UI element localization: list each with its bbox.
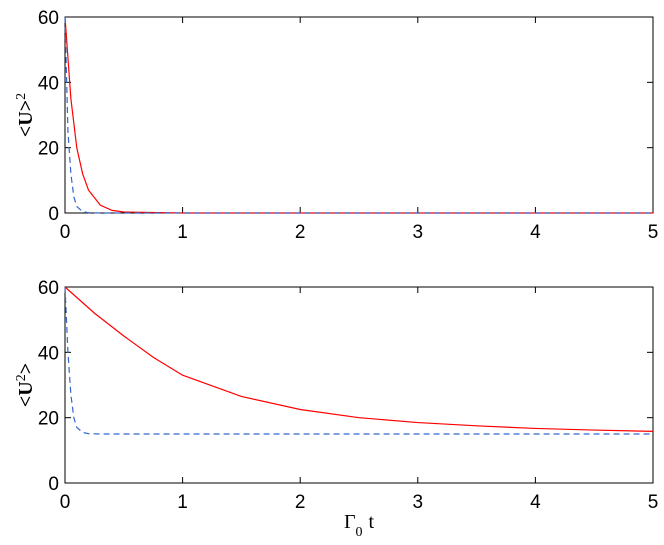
y-tick-label: 20	[38, 409, 59, 430]
y-tick-label: 0	[48, 474, 59, 495]
x-tick-label: 4	[530, 492, 541, 513]
y-label-part: <U	[15, 381, 37, 407]
data-line	[64, 16, 653, 214]
axes-box	[64, 286, 654, 484]
x-tick-label: 5	[648, 222, 659, 243]
x-tick-label: 0	[60, 492, 71, 513]
x-tick-label: 2	[295, 222, 306, 243]
x-label-part: Γ	[344, 511, 356, 533]
y-tick-label: 60	[38, 8, 59, 29]
y-label-part: <U>	[15, 100, 37, 137]
x-tick-label: 5	[648, 492, 659, 513]
axes-box	[64, 16, 654, 214]
x-label-part: t	[369, 511, 375, 533]
y-label-part: 2	[14, 374, 29, 381]
data-line	[64, 286, 653, 435]
data-line	[64, 16, 653, 214]
y-tick-label: 0	[48, 204, 59, 225]
x-tick-label: 3	[413, 492, 424, 513]
x-tick-label: 1	[177, 492, 188, 513]
x-tick-label: 3	[413, 222, 424, 243]
y-tick-label: 20	[38, 139, 59, 160]
x-tick-label: 0	[60, 222, 71, 243]
x-tick-label: 1	[177, 222, 188, 243]
x-tick-label: 2	[295, 492, 306, 513]
y-axis-label: <U>2	[14, 93, 38, 137]
y-label-part: >	[15, 363, 37, 374]
y-label-part: 2	[14, 93, 29, 100]
y-tick-label: 60	[38, 278, 59, 299]
x-axis-label: Γ0 t	[344, 511, 375, 540]
x-tick-label: 4	[530, 222, 541, 243]
y-axis-label: <U2>	[14, 363, 38, 407]
y-tick-label: 40	[38, 73, 59, 94]
x-label-part: 0	[356, 525, 363, 540]
data-line	[64, 286, 654, 432]
y-tick-label: 40	[38, 343, 59, 364]
